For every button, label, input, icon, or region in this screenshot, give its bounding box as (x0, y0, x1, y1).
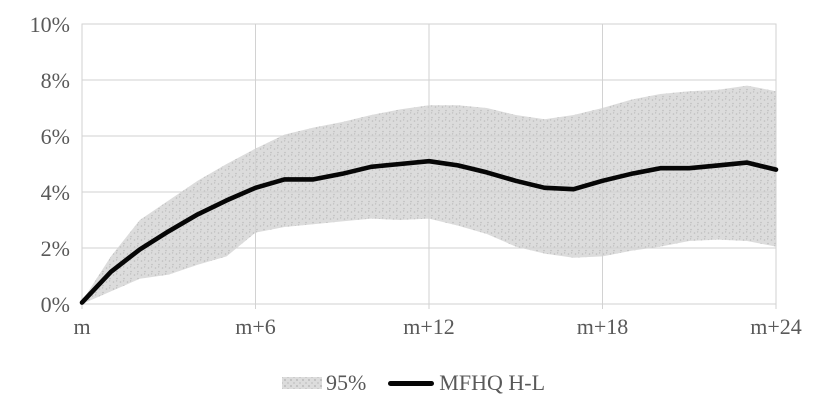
gridlines (81, 23, 777, 309)
axis-labels: 0% 2% 4% 6% 8% 10% m m+6 m+12 m+18 m+24 (30, 12, 802, 339)
legend: 95% MFHQ H-L (0, 363, 827, 403)
line-swatch-icon (388, 380, 435, 386)
line-legend-label: MFHQ H-L (439, 370, 546, 395)
y-tick-label: 4% (41, 180, 70, 205)
y-tick-label: 10% (30, 12, 70, 37)
legend-item-band: 95% (281, 370, 367, 395)
y-tick-label: 8% (41, 68, 70, 93)
x-tick-label: m (73, 314, 90, 339)
y-tick-label: 2% (41, 236, 70, 261)
x-tick-label: m+6 (235, 314, 276, 339)
legend-item-line: MFHQ H-L (388, 372, 545, 394)
band-swatch-icon (281, 377, 322, 389)
y-tick-label: 6% (41, 124, 70, 149)
x-tick-label: m+12 (403, 314, 455, 339)
x-tick-label: m+24 (750, 314, 802, 339)
x-tick-label: m+18 (577, 314, 629, 339)
mfhq-hl-line (79, 158, 779, 305)
band-legend-label: 95% (325, 370, 367, 395)
y-tick-label: 0% (41, 292, 70, 317)
